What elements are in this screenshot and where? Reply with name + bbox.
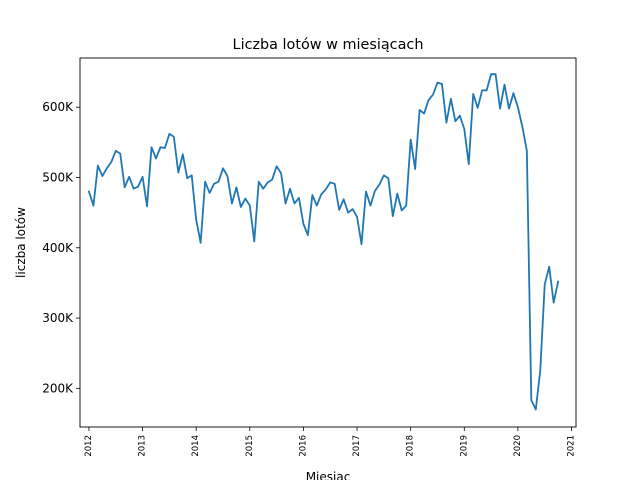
series-line	[87, 73, 560, 411]
y-tick-label: 200K	[42, 381, 74, 395]
x-tick-label: 2020	[513, 435, 523, 457]
y-tick-label: 300K	[42, 311, 74, 325]
y-tick-label: 400K	[42, 241, 74, 255]
y-axis: 200K 300K 400K 500K 600K	[42, 100, 80, 395]
x-tick-label: 2018	[406, 435, 416, 457]
x-tick-label: 2019	[459, 435, 469, 457]
x-tick-label: 2017	[352, 435, 362, 457]
y-tick-label: 500K	[42, 170, 74, 184]
x-tick-label: 2012	[84, 435, 94, 457]
plot-area	[87, 73, 560, 411]
y-tick-label: 600K	[42, 100, 74, 114]
x-tick-label: 2013	[138, 435, 148, 457]
x-tick-label: 2016	[298, 435, 308, 457]
chart-title: Liczba lotów w miesiącach	[233, 37, 424, 53]
x-axis: 2012 2013 2014 2015 2016 2017 2018 2019 2020 2021	[84, 427, 577, 457]
x-axis-label: Miesiąc	[306, 470, 351, 480]
x-tick-label: 2021	[567, 435, 577, 457]
y-axis-label: liczba lotów	[14, 207, 28, 278]
x-tick-label: 2014	[191, 435, 201, 457]
axes-frame	[79, 57, 577, 428]
x-tick-label: 2015	[245, 435, 255, 457]
